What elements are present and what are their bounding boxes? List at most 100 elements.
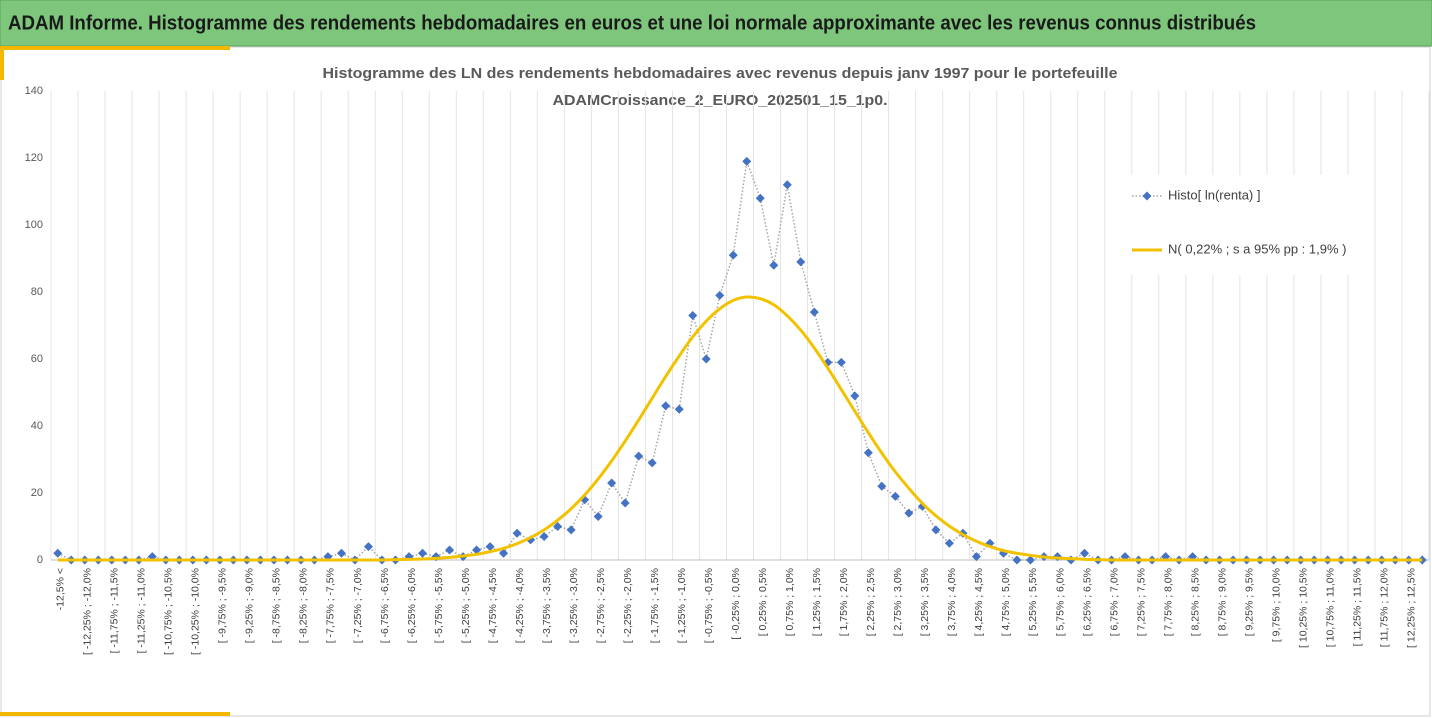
x-tick-label: [ 5,25% ; 5,5% xyxy=(1027,568,1039,636)
y-tick-label: 100 xyxy=(25,219,43,231)
data-point xyxy=(418,548,428,558)
data-point xyxy=(715,290,725,300)
data-point xyxy=(674,404,684,414)
data-point xyxy=(1025,555,1035,565)
x-tick-label: [ -5,75% ; -5,5% xyxy=(433,568,445,643)
data-point xyxy=(755,193,765,203)
x-tick-label: [ 2,25% ; 2,5% xyxy=(865,568,877,636)
y-tick-label: 140 xyxy=(25,85,43,97)
x-tick-label: [ 8,25% ; 8,5% xyxy=(1189,568,1201,636)
header-title: ADAM Informe. Histogramme des rendements… xyxy=(8,12,1256,34)
y-tick-label: 20 xyxy=(31,487,43,499)
x-tick-label: [ 6,75% ; 7,0% xyxy=(1108,568,1120,636)
x-tick-label: [ 3,25% ; 3,5% xyxy=(919,568,931,636)
x-tick-label: [ -2,25% ; -2,0% xyxy=(622,568,634,643)
legend-box xyxy=(1122,175,1372,275)
accent-top xyxy=(0,46,230,50)
x-tick-label: [ 1,75% ; 2,0% xyxy=(838,568,850,636)
data-point xyxy=(553,522,563,531)
x-tick-label: [ 11,25% ; 11,5% xyxy=(1351,568,1363,646)
x-tick-label: [ 7,25% ; 7,5% xyxy=(1135,568,1147,636)
normal-curve xyxy=(57,295,1423,562)
x-tick-label: [ 2,75% ; 3,0% xyxy=(892,568,904,636)
x-tick-label: [ -6,25% ; -6,0% xyxy=(406,568,418,643)
data-point xyxy=(593,511,603,521)
data-point xyxy=(877,481,887,491)
x-tick-label: [ -7,25% ; -7,0% xyxy=(352,568,364,643)
x-tick-label: [ 11,75% ; 12,0% xyxy=(1378,568,1390,647)
legend-marker xyxy=(1142,191,1152,201)
data-point xyxy=(809,307,819,317)
plot-area: 0 20 40 60 80 100 120 140 -12,5% < [ -12,25% ; -1… xyxy=(25,85,1430,655)
data-point xyxy=(863,448,873,458)
data-point xyxy=(647,458,657,468)
x-tick-label: [ -8,25% ; -8,0% xyxy=(298,568,310,643)
x-tick-label: [ -6,75% ; -6,5% xyxy=(379,568,391,643)
data-point xyxy=(796,257,806,267)
data-point xyxy=(782,180,792,190)
x-tick-label: [ -1,25% ; -1,0% xyxy=(676,568,688,643)
data-point xyxy=(661,401,671,411)
x-tick-label: [ -4,75% ; -4,5% xyxy=(487,568,499,643)
data-point xyxy=(728,250,738,260)
x-tick-label: [ -10,75% ; -10,5% xyxy=(163,568,175,655)
y-tick-label: 0 xyxy=(37,554,43,566)
x-tick-label: [ 10,25% ; 10,5% xyxy=(1297,568,1309,648)
x-tick-label: [ -10,25% ; -10,0% xyxy=(190,568,202,655)
y-tick-label: 60 xyxy=(31,353,43,365)
data-point xyxy=(336,548,346,558)
x-tick-label: [ 7,75% ; 8,0% xyxy=(1162,568,1174,636)
data-point xyxy=(836,357,846,367)
x-tick-label: [ -3,75% ; -3,5% xyxy=(541,568,553,643)
x-tick-label: [ 0,25% ; 0,5% xyxy=(757,568,769,636)
x-tick-label: [ 12,25% ; 12,5% xyxy=(1406,568,1418,648)
x-tick-label: [ -2,75% ; -2,5% xyxy=(595,568,607,643)
x-tick-label: [ 5,75% ; 6,0% xyxy=(1054,568,1066,636)
data-point xyxy=(688,310,698,320)
x-tick-label: [ -11,75% ; -11,5% xyxy=(109,568,121,653)
y-tick-label: 120 xyxy=(25,152,43,164)
x-tick-label: [ 4,25% ; 4,5% xyxy=(973,568,985,636)
x-tick-label: [ -8,75% ; -8,5% xyxy=(271,568,283,643)
x-tick-label: [ -0,75% ; -0,5% xyxy=(703,568,715,643)
x-tick-label: [ 9,75% ; 10,0% xyxy=(1270,568,1282,642)
data-point xyxy=(363,542,373,552)
x-tick-label: [ -0,25% ; 0,0% xyxy=(730,568,742,640)
chart-frame xyxy=(0,46,1431,717)
x-tick-label: [ -12,25% ; -12,0% xyxy=(82,568,94,655)
x-tick-label: [ 9,25% ; 9,5% xyxy=(1243,568,1255,636)
data-point xyxy=(445,545,455,555)
y-tick-label: 40 xyxy=(31,420,43,432)
data-point xyxy=(904,508,914,518)
accent-bottom xyxy=(0,712,230,716)
data-point xyxy=(634,451,644,461)
legend: Histo[ ln(renta) ] N( 0,22% ; s a 95% pp … xyxy=(1122,175,1372,275)
data-point xyxy=(931,525,941,535)
data-point xyxy=(512,528,522,538)
data-point xyxy=(850,391,860,401)
x-tick-label: [ 4,75% ; 5,0% xyxy=(1000,568,1012,636)
chart-title: ADAMCroissance_2_EURO_202501_15_1p0. xyxy=(553,92,888,109)
x-tick-label: [ -1,75% ; -1,5% xyxy=(649,568,661,643)
x-tick-label: [ -11,25% ; -11,0% xyxy=(136,568,148,653)
x-tick-label: [ -5,25% ; -5,0% xyxy=(460,568,472,643)
x-tick-label: -12,5% < xyxy=(55,568,67,610)
x-tick-label: [ 10,75% ; 11,0% xyxy=(1324,568,1336,647)
data-point xyxy=(53,548,63,558)
data-point xyxy=(566,525,576,535)
data-point xyxy=(769,260,779,270)
data-point xyxy=(890,491,900,501)
x-tick-label: [ -9,25% ; -9,0% xyxy=(244,568,256,643)
x-tick-label: [ 8,75% ; 9,0% xyxy=(1216,568,1228,636)
x-tick-label: [ 3,75% ; 4,0% xyxy=(946,568,958,636)
data-point xyxy=(620,498,630,508)
data-point xyxy=(539,532,549,542)
y-tick-label: 80 xyxy=(31,286,43,298)
accent-side xyxy=(0,50,4,80)
data-point xyxy=(485,542,495,552)
data-point xyxy=(701,354,711,364)
x-tick-label: [ -3,25% ; -3,0% xyxy=(568,568,580,643)
data-point xyxy=(607,478,617,488)
x-tick-label: [ 0,75% ; 1,0% xyxy=(784,568,796,636)
